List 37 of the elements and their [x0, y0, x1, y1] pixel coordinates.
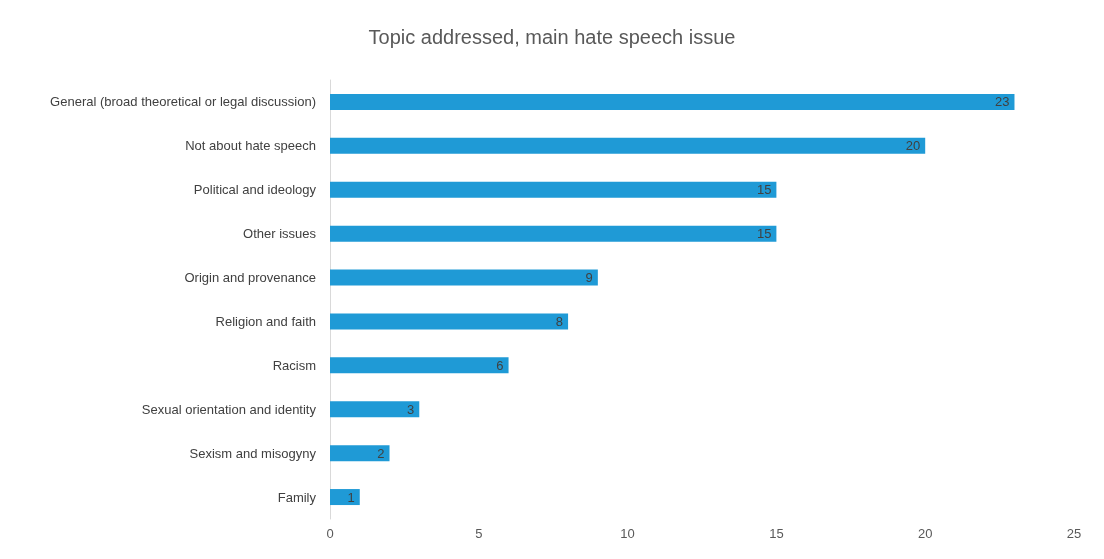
bar [330, 445, 390, 462]
x-tick-label: 10 [620, 526, 635, 541]
y-tick-label: Sexual orientation and identity [141, 401, 317, 417]
data-label: 6 [496, 357, 504, 373]
y-tick-label: Not about hate speech [185, 138, 316, 154]
y-tick-label: Other issues [243, 226, 317, 242]
bar [330, 93, 1015, 110]
data-label: 3 [407, 401, 415, 417]
y-tick-label: Political and ideology [193, 182, 317, 198]
data-label: 8 [555, 313, 564, 329]
x-tick-label: 15 [769, 526, 784, 541]
y-tick-label: Religion and faith [215, 313, 316, 329]
data-label: 15 [756, 226, 772, 242]
y-tick-label: Racism [272, 357, 316, 373]
bar [330, 137, 926, 154]
bar [330, 313, 569, 330]
x-tick-label: 20 [917, 526, 933, 541]
data-label: 2 [377, 445, 385, 461]
bar [330, 401, 420, 418]
bar [330, 357, 509, 374]
bar [330, 269, 598, 286]
data-label: 1 [347, 489, 355, 505]
x-tick-label: 25 [1066, 526, 1082, 541]
chart-title: Topic addressed, main hate speech issue [368, 26, 736, 48]
data-label: 15 [756, 182, 772, 198]
y-tick-label: Origin and provenance [184, 270, 316, 286]
data-label: 20 [905, 138, 921, 154]
data-label: 23 [995, 94, 1010, 110]
bar [330, 225, 777, 242]
y-tick-label: General (broad theoretical or legal discussion) [50, 94, 316, 110]
bar [330, 489, 360, 506]
data-label: 9 [585, 270, 593, 286]
y-tick-label: Sexism and misogyny [189, 445, 317, 461]
bar [330, 181, 777, 198]
x-tick-label: 5 [475, 526, 483, 541]
y-tick-label: Family [277, 489, 317, 505]
x-tick-label: 0 [326, 526, 334, 541]
